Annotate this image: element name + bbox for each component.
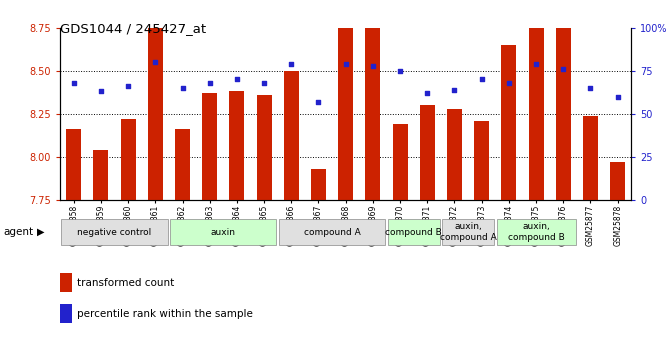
Bar (257, 95, 272, 345)
Point (68, 80, 79, 86)
Bar (388, 219, 440, 245)
Bar (229, 91, 244, 345)
Bar (175, 129, 190, 345)
Bar (94, 150, 108, 345)
Bar (442, 219, 494, 245)
Bar (365, 0, 380, 345)
Text: auxin: auxin (211, 227, 236, 237)
Point (340, 61, 351, 67)
Bar (496, 219, 576, 245)
Point (96, 89, 106, 94)
Point (204, 80, 215, 86)
Bar (556, 12, 570, 345)
Point (476, 77, 487, 82)
Bar (393, 124, 407, 345)
Text: negative control: negative control (77, 227, 152, 237)
Point (313, 99, 324, 105)
Text: compound A: compound A (304, 227, 361, 237)
Bar (148, 7, 163, 345)
Bar (502, 45, 516, 345)
Bar (610, 162, 625, 345)
Text: GDS1044 / 245427_at: GDS1044 / 245427_at (60, 22, 206, 36)
Text: auxin,
compound A: auxin, compound A (440, 222, 496, 242)
Bar (279, 219, 385, 245)
Bar (202, 93, 217, 345)
Point (504, 80, 514, 86)
Point (150, 59, 161, 65)
Bar (528, 0, 544, 345)
Text: auxin,
compound B: auxin, compound B (508, 222, 564, 242)
Point (449, 87, 460, 92)
Bar (474, 121, 489, 345)
Bar (66, 129, 81, 345)
Bar (311, 169, 326, 345)
Point (558, 66, 568, 72)
Point (530, 61, 541, 67)
Bar (170, 219, 277, 245)
Point (395, 68, 405, 73)
Point (177, 85, 188, 91)
Text: compound B: compound B (385, 227, 442, 237)
Text: agent: agent (3, 227, 33, 237)
Point (259, 80, 269, 86)
Point (286, 61, 297, 67)
Bar (447, 109, 462, 345)
Point (232, 77, 242, 82)
Bar (338, 9, 353, 345)
Text: ▶: ▶ (37, 227, 44, 237)
Text: percentile rank within the sample: percentile rank within the sample (77, 309, 253, 319)
Point (367, 63, 378, 68)
Point (422, 90, 433, 96)
Bar (420, 105, 435, 345)
Point (613, 94, 623, 99)
Point (585, 85, 596, 91)
Text: transformed count: transformed count (77, 278, 174, 288)
Bar (61, 219, 168, 245)
Point (123, 83, 134, 89)
Bar (121, 119, 136, 345)
Bar (583, 116, 598, 345)
Bar (284, 71, 299, 345)
